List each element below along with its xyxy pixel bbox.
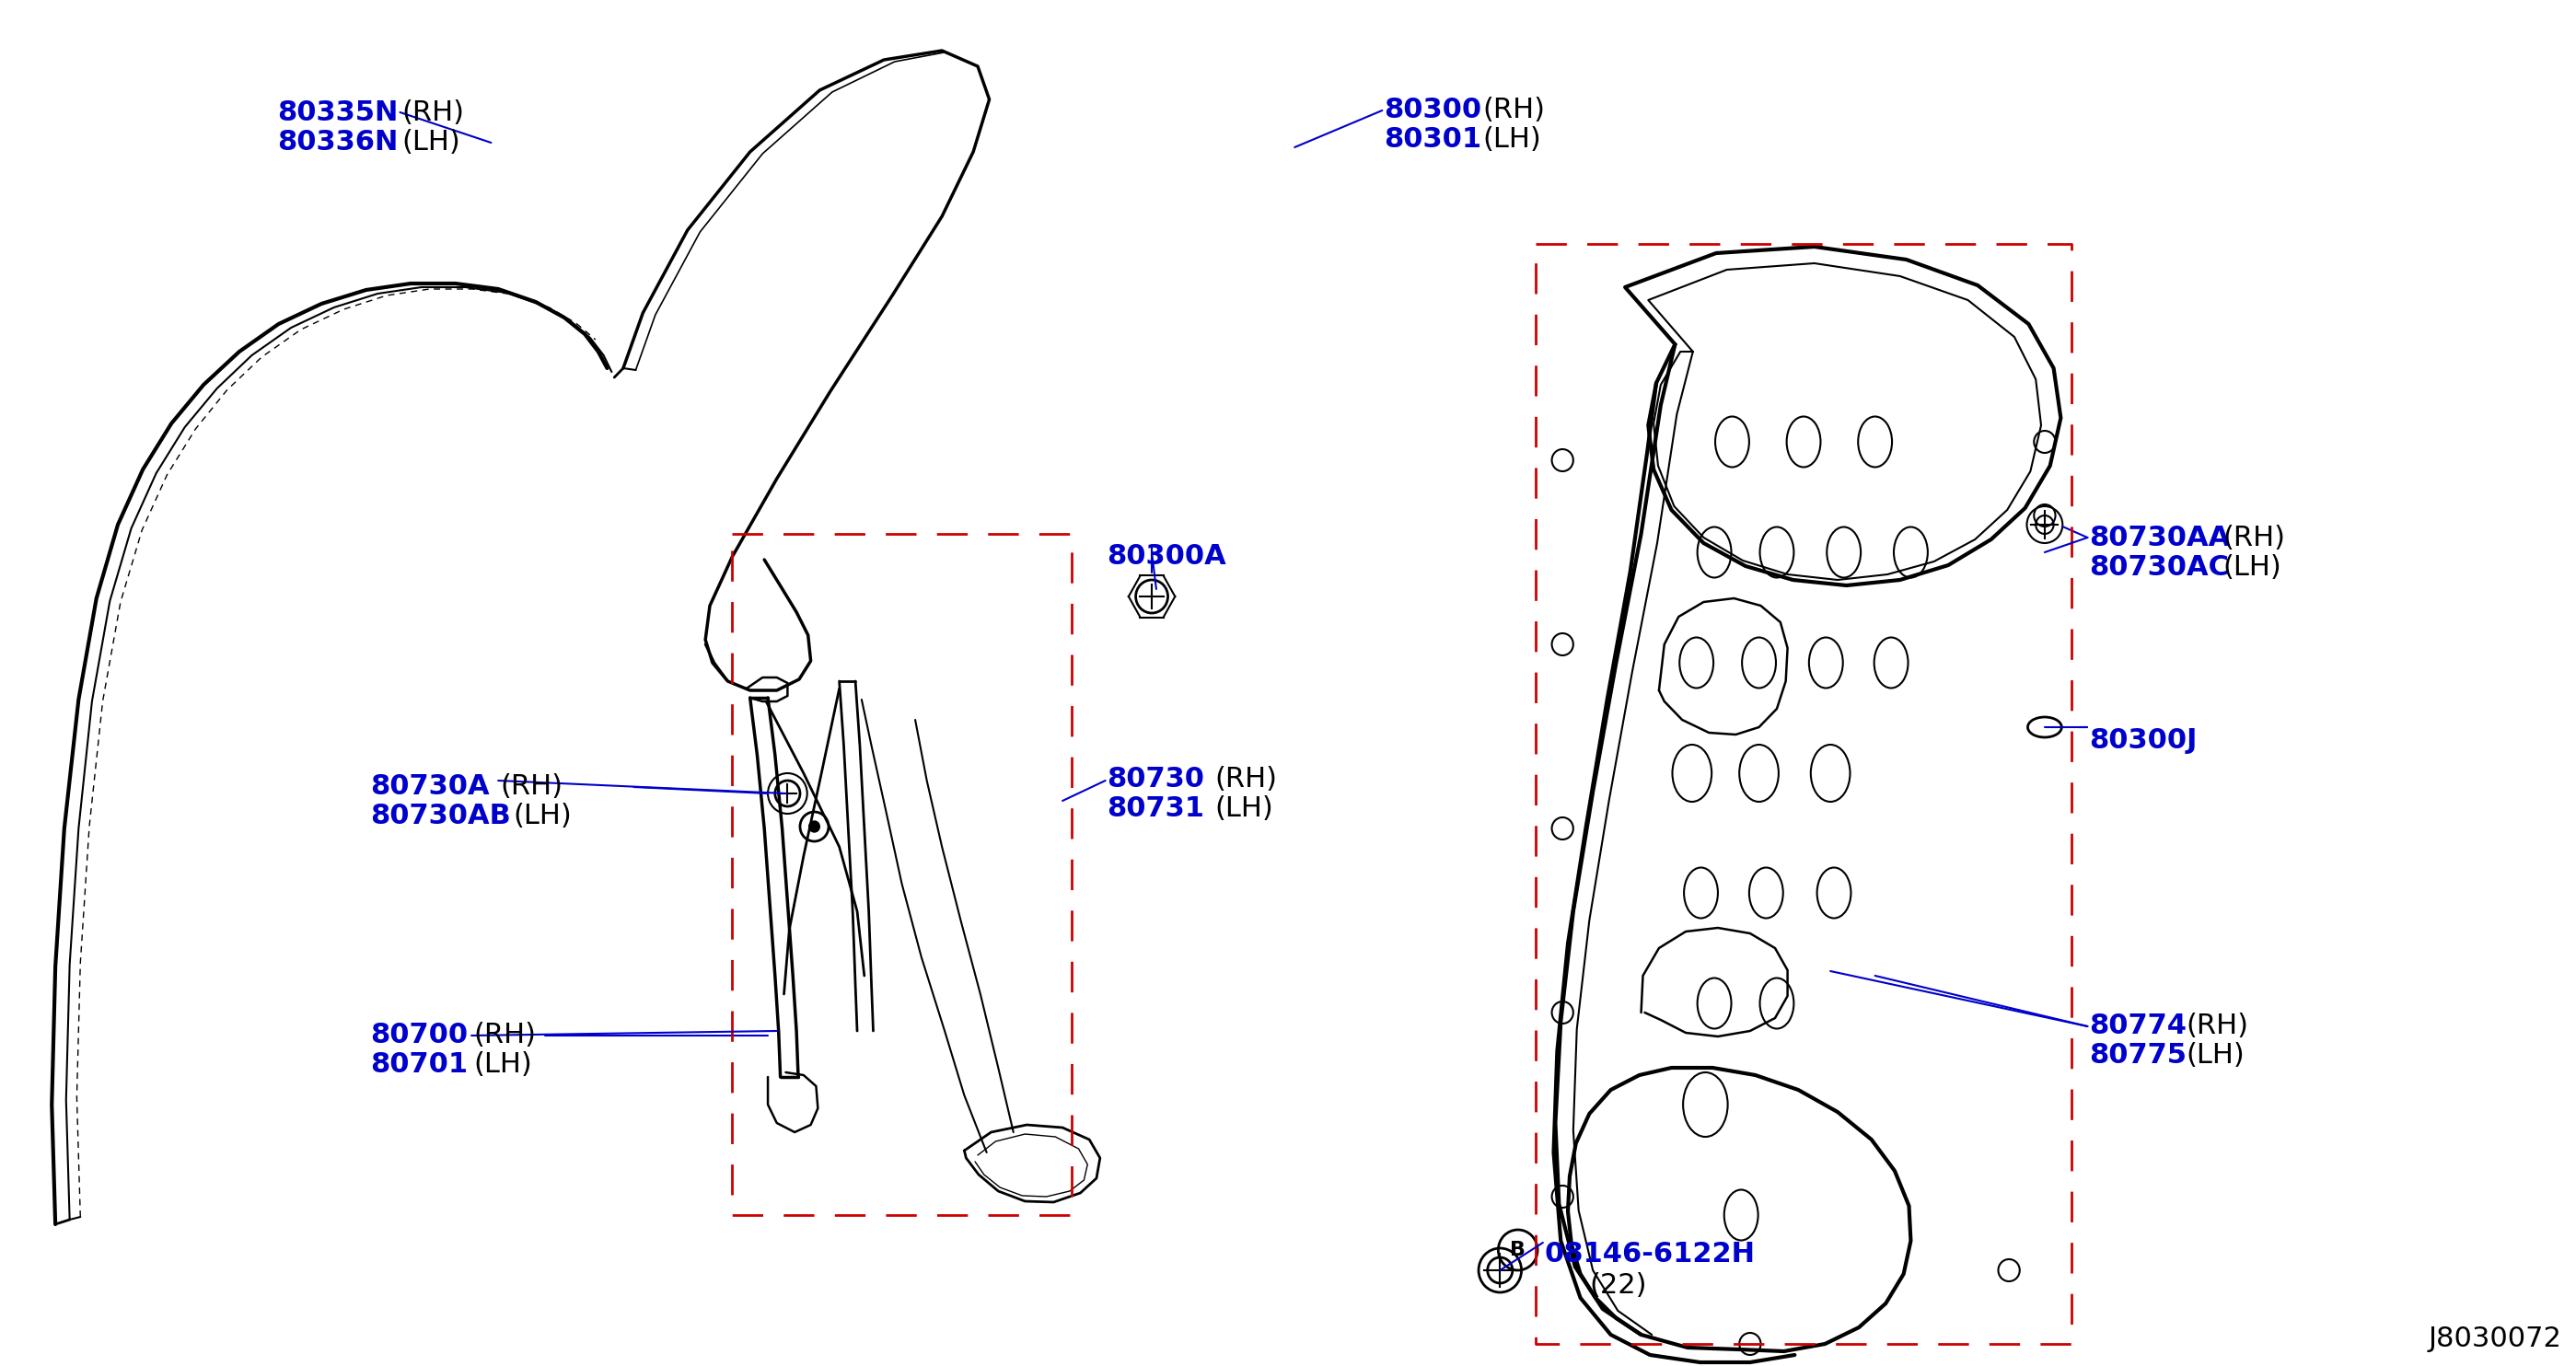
Text: 80730: 80730 bbox=[1108, 766, 1206, 792]
Text: (RH): (RH) bbox=[1481, 97, 1546, 123]
Text: 80300: 80300 bbox=[1383, 97, 1481, 123]
Text: (22): (22) bbox=[1589, 1272, 1646, 1299]
Text: 80700: 80700 bbox=[371, 1022, 469, 1049]
Text: 80336N: 80336N bbox=[276, 128, 397, 156]
Text: (LH): (LH) bbox=[513, 803, 572, 829]
Text: 80730A: 80730A bbox=[371, 773, 489, 800]
Text: (LH): (LH) bbox=[1213, 795, 1273, 822]
Text: 80730AA: 80730AA bbox=[2089, 525, 2231, 552]
Text: 80301: 80301 bbox=[1383, 126, 1481, 153]
Text: (RH): (RH) bbox=[1213, 766, 1278, 792]
Text: J8030072: J8030072 bbox=[2429, 1325, 2563, 1352]
Text: (LH): (LH) bbox=[2223, 555, 2282, 581]
Text: (RH): (RH) bbox=[2223, 525, 2285, 552]
Text: (LH): (LH) bbox=[1481, 126, 1540, 153]
Text: 80730AB: 80730AB bbox=[371, 803, 510, 829]
Text: (RH): (RH) bbox=[2187, 1012, 2249, 1040]
Text: 08146-6122H: 08146-6122H bbox=[1546, 1240, 1754, 1268]
Text: 80701: 80701 bbox=[371, 1052, 469, 1078]
Text: (LH): (LH) bbox=[402, 128, 461, 156]
Text: 80774: 80774 bbox=[2089, 1012, 2187, 1040]
Text: 80335N: 80335N bbox=[276, 100, 397, 126]
Text: B: B bbox=[1510, 1240, 1525, 1259]
Text: 80300J: 80300J bbox=[2089, 727, 2197, 754]
Text: (LH): (LH) bbox=[2187, 1042, 2244, 1068]
Text: (LH): (LH) bbox=[474, 1052, 531, 1078]
Text: 80775: 80775 bbox=[2089, 1042, 2187, 1068]
Circle shape bbox=[809, 821, 819, 832]
Text: (RH): (RH) bbox=[500, 773, 562, 800]
Text: (RH): (RH) bbox=[474, 1022, 536, 1049]
Text: 80731: 80731 bbox=[1108, 795, 1206, 822]
Text: (RH): (RH) bbox=[402, 100, 464, 126]
Text: 80300A: 80300A bbox=[1108, 544, 1226, 570]
Text: 80730AC: 80730AC bbox=[2089, 555, 2228, 581]
